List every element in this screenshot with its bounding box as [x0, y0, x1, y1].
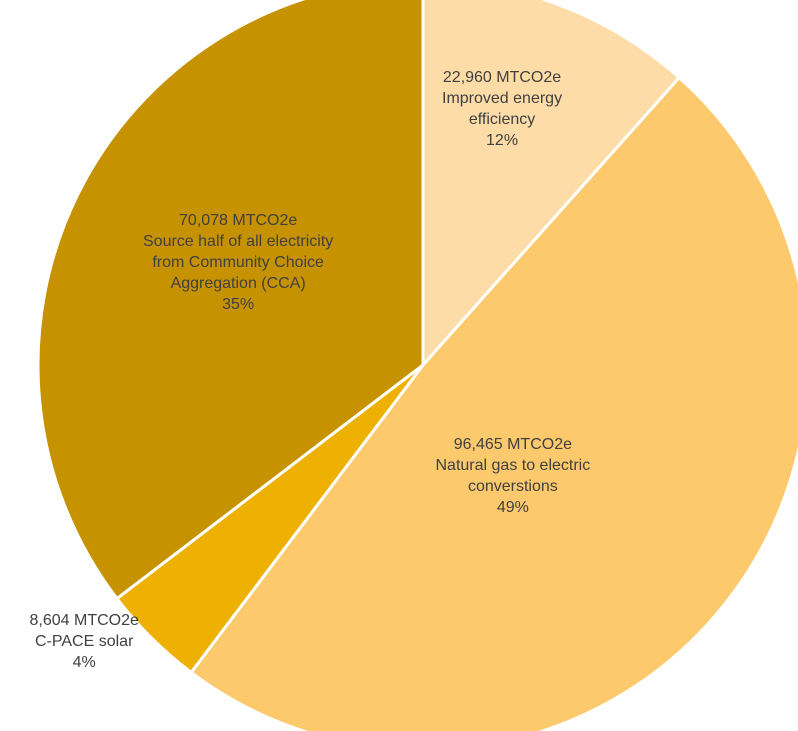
- pie-slice-4: [36, 0, 425, 601]
- pie-slice-1: [421, 0, 681, 367]
- pie-slice-2: [189, 76, 798, 731]
